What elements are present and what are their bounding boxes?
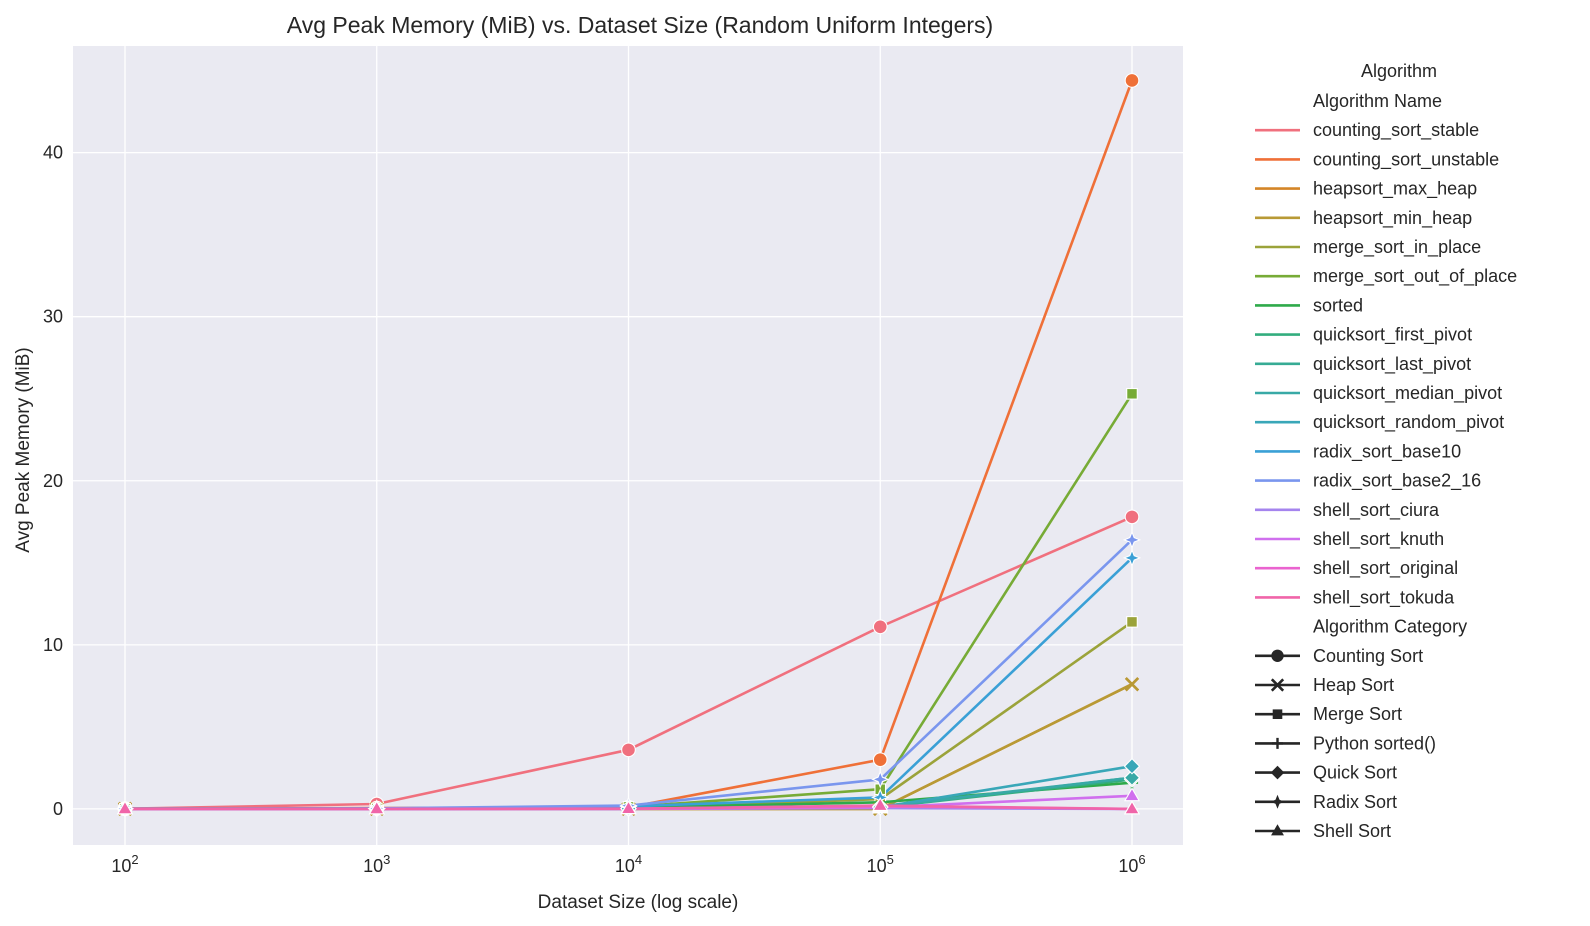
plus-marker	[1272, 737, 1283, 749]
legend-category-quick-sort: Quick Sort	[1255, 763, 1397, 783]
y-tick-label: 30	[43, 307, 63, 327]
plus-marker-stroke	[1272, 737, 1283, 749]
legend-category-counting-sort: Counting Sort	[1255, 646, 1423, 666]
star-marker	[1122, 548, 1142, 568]
legend-title: Algorithm	[1361, 61, 1437, 81]
legend-category-shell-sort: Shell Sort	[1255, 821, 1391, 841]
legend-label: shell_sort_original	[1313, 558, 1458, 579]
legend-item-quicksort_median_pivot: quicksort_median_pivot	[1255, 383, 1502, 404]
legend-category-python-sorted-: Python sorted()	[1255, 733, 1436, 753]
triangle-marker	[872, 797, 889, 812]
legend-label: counting_sort_stable	[1313, 120, 1479, 141]
circle-marker	[872, 619, 888, 635]
triangle-marker	[620, 800, 637, 815]
legend-label: quicksort_median_pivot	[1313, 383, 1502, 404]
diamond-marker	[1123, 769, 1141, 786]
legend-hue-title: Algorithm Name	[1313, 91, 1442, 111]
triangle-marker	[116, 800, 134, 815]
legend-label: heapsort_max_heap	[1313, 179, 1477, 200]
grid	[73, 46, 1183, 845]
legend-label: Heap Sort	[1313, 675, 1394, 695]
legend-label: Counting Sort	[1313, 646, 1423, 666]
legend-label: radix_sort_base2_16	[1313, 471, 1481, 492]
triangle-marker	[1271, 824, 1284, 836]
legend-item-shell_sort_ciura: shell_sort_ciura	[1255, 500, 1440, 521]
square-marker	[1272, 709, 1283, 719]
y-tick-label: 40	[43, 143, 63, 163]
legend-item-quicksort_first_pivot: quicksort_first_pivot	[1255, 325, 1472, 346]
x-tick-label: 104	[615, 852, 642, 876]
circle-marker	[1124, 509, 1140, 525]
legend-item-radix_sort_base2_16: radix_sort_base2_16	[1255, 471, 1481, 492]
legend-label: merge_sort_in_place	[1313, 237, 1481, 258]
legend-label: sorted	[1313, 295, 1363, 315]
legend-label: Quick Sort	[1313, 763, 1397, 783]
legend-label: Radix Sort	[1313, 792, 1397, 812]
legend-item-radix_sort_base10: radix_sort_base10	[1255, 441, 1461, 462]
legend-label: counting_sort_unstable	[1313, 149, 1499, 170]
x-marker-stroke	[1124, 677, 1140, 692]
legend-item-sorted: sorted	[1255, 295, 1363, 315]
legend-label: shell_sort_knuth	[1313, 529, 1444, 550]
legend-label: shell_sort_tokuda	[1313, 587, 1455, 608]
legend-category-merge-sort: Merge Sort	[1255, 704, 1402, 724]
y-tick-label: 10	[43, 635, 63, 655]
chart-title: Avg Peak Memory (MiB) vs. Dataset Size (…	[287, 12, 993, 38]
legend-label: Merge Sort	[1313, 704, 1402, 724]
x-axis-label: Dataset Size (log scale)	[538, 892, 739, 913]
circle-marker	[872, 752, 888, 768]
triangle-marker	[368, 800, 385, 815]
legend-item-counting_sort_unstable: counting_sort_unstable	[1255, 149, 1499, 170]
y-axis-label: Avg Peak Memory (MiB)	[13, 347, 34, 553]
legend-item-counting_sort_stable: counting_sort_stable	[1255, 120, 1479, 141]
axis-ticks: 0 10 20 30 40 102 103 104 105 106	[43, 143, 1146, 876]
x-tick-label: 106	[1118, 852, 1145, 876]
legend-item-merge_sort_out_of_place: merge_sort_out_of_place	[1255, 266, 1517, 287]
x-marker-stroke	[1270, 678, 1285, 692]
legend-style-title: Algorithm Category	[1313, 617, 1467, 637]
legend-label: quicksort_first_pivot	[1313, 325, 1472, 346]
legend-item-quicksort_random_pivot: quicksort_random_pivot	[1255, 412, 1504, 433]
legend-category-heap-sort: Heap Sort	[1255, 675, 1394, 695]
legend-label: merge_sort_out_of_place	[1313, 266, 1517, 287]
legend-label: heapsort_min_heap	[1313, 208, 1472, 229]
legend-label: Python sorted()	[1313, 733, 1436, 753]
legend-label: shell_sort_ciura	[1313, 500, 1440, 521]
legend-category-radix-sort: Radix Sort	[1255, 792, 1397, 812]
square-marker	[1126, 387, 1138, 400]
square-marker	[1126, 616, 1138, 628]
x-marker	[1270, 678, 1285, 692]
legend-item-heapsort_min_heap: heapsort_min_heap	[1255, 208, 1472, 229]
star-marker	[871, 770, 890, 789]
legend-item-shell_sort_knuth: shell_sort_knuth	[1255, 529, 1444, 550]
circle-marker	[1124, 73, 1140, 88]
legend-label: Shell Sort	[1313, 821, 1391, 841]
legend-label: quicksort_last_pivot	[1313, 354, 1471, 375]
legend-item-shell_sort_tokuda: shell_sort_tokuda	[1255, 587, 1455, 608]
legend-label: radix_sort_base10	[1313, 441, 1461, 462]
circle-marker	[621, 742, 636, 758]
diamond-marker	[1123, 757, 1141, 775]
y-tick-label: 20	[43, 471, 63, 491]
legend-label: quicksort_random_pivot	[1313, 412, 1504, 433]
y-tick-label: 0	[53, 799, 63, 819]
legend-item-merge_sort_in_place: merge_sort_in_place	[1255, 237, 1481, 258]
star-marker	[1122, 530, 1142, 550]
x-tick-label: 102	[111, 852, 138, 876]
circle-marker	[1271, 649, 1284, 662]
diamond-marker	[1270, 765, 1285, 780]
triangle-marker	[1123, 800, 1141, 815]
legend-item-quicksort_last_pivot: quicksort_last_pivot	[1255, 354, 1471, 375]
x-tick-label: 103	[363, 852, 390, 876]
legend-item-shell_sort_original: shell_sort_original	[1255, 558, 1458, 579]
legend: Algorithm Algorithm Name counting_sort_sta…	[1255, 61, 1517, 841]
legend-item-heapsort_max_heap: heapsort_max_heap	[1255, 179, 1477, 200]
star-marker	[1270, 794, 1285, 809]
x-marker	[1124, 677, 1140, 692]
x-tick-label: 105	[867, 852, 894, 876]
series-markers	[115, 73, 1142, 818]
